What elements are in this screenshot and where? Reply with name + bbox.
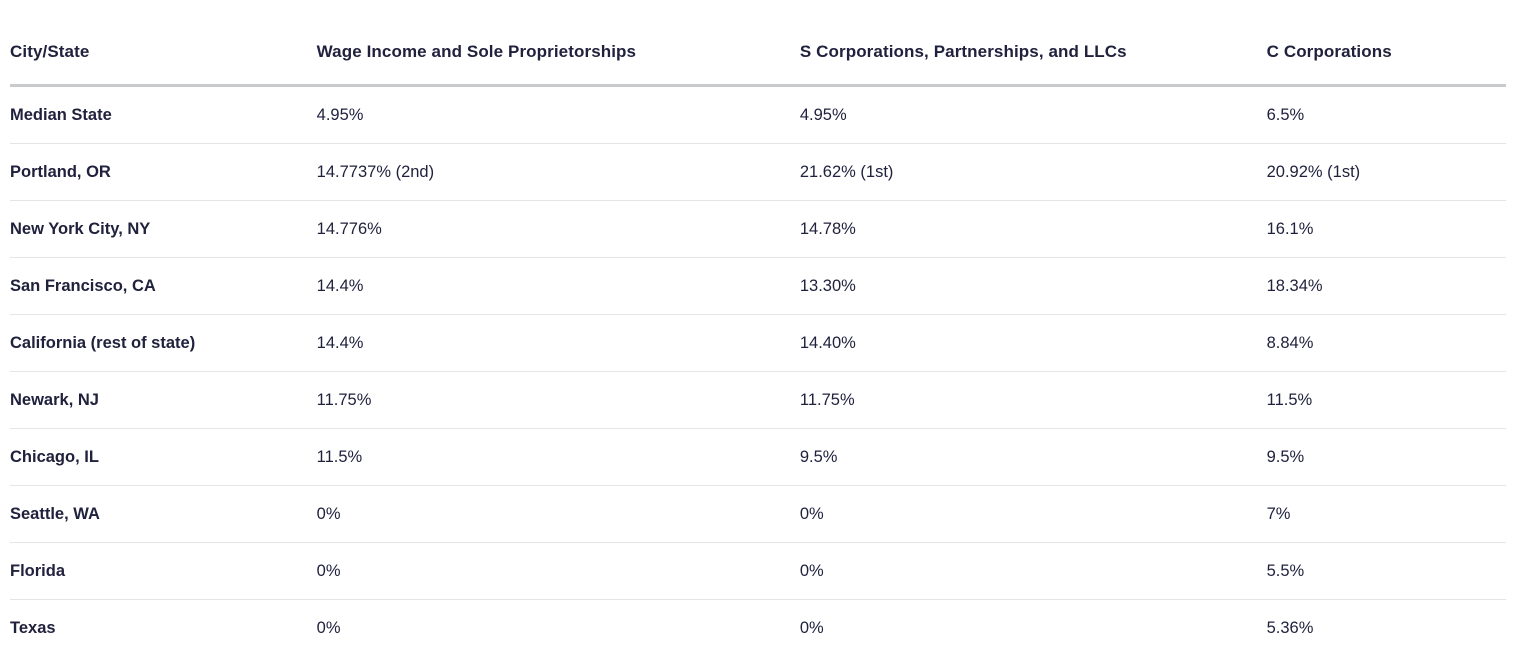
city-state-cell: Portland, OR (10, 143, 317, 201)
wage-income-rate-cell: 11.75% (316, 371, 800, 429)
wage-income-rate-cell: 14.4% (316, 257, 800, 315)
city-state-cell: San Francisco, CA (10, 257, 317, 315)
city-state-cell: Newark, NJ (10, 371, 317, 429)
c-corp-rate-cell: 7% (1266, 485, 1506, 543)
s-corp-rate-cell: 14.78% (799, 200, 1267, 258)
column-header-c-corporations: C Corporations (1266, 0, 1506, 87)
table-row: New York City, NY 14.776% 14.78% 16.1% (10, 200, 1506, 258)
city-state-cell: Texas (10, 619, 56, 637)
table-row: San Francisco, CA 14.4% 13.30% 18.34% (10, 257, 1506, 315)
c-corp-rate-cell: 20.92% (1st) (1266, 143, 1506, 201)
wage-income-rate-cell: 14.7737% (2nd) (316, 143, 800, 201)
wage-income-rate-cell: 4.95% (316, 85, 800, 144)
c-corp-rate-cell: 16.1% (1266, 200, 1506, 258)
s-corp-rate-cell: 9.5% (799, 428, 1267, 486)
city-state-cell: Median State (10, 85, 317, 144)
table-row: Median State 4.95% 4.95% 6.5% (10, 85, 1506, 144)
c-corp-rate-cell: 8.84% (1266, 314, 1506, 372)
wage-income-rate-cell: 0% (316, 542, 800, 600)
column-header-city-state: City/State (10, 0, 317, 87)
table-header: City/State Wage Income and Sole Propriet… (10, 0, 1506, 87)
wage-income-rate-cell: 0% (316, 619, 341, 637)
column-header-s-corporations: S Corporations, Partnerships, and LLCs (799, 0, 1267, 87)
table-row: Seattle, WA 0% 0% 7% (10, 485, 1506, 543)
table-row: Chicago, IL 11.5% 9.5% 9.5% (10, 428, 1506, 486)
table-header-row: City/State Wage Income and Sole Propriet… (10, 0, 1506, 87)
c-corp-rate-cell: 5.5% (1266, 542, 1506, 600)
tax-rate-table-container: City/State Wage Income and Sole Propriet… (10, 0, 1506, 656)
table-row: Newark, NJ 11.75% 11.75% 11.5% (10, 371, 1506, 429)
s-corp-rate-cell: 0% (799, 485, 1267, 543)
c-corp-rate-cell: 5.36% (1266, 619, 1314, 637)
city-state-cell: Florida (10, 542, 317, 600)
c-corp-rate-cell: 11.5% (1266, 371, 1506, 429)
tax-rate-comparison-table: City/State Wage Income and Sole Propriet… (10, 0, 1506, 656)
s-corp-rate-cell: 21.62% (1st) (799, 143, 1267, 201)
s-corp-rate-cell: 14.40% (799, 314, 1267, 372)
wage-income-rate-cell: 0% (316, 485, 800, 543)
c-corp-rate-cell: 18.34% (1266, 257, 1506, 315)
s-corp-rate-cell: 11.75% (799, 371, 1267, 429)
s-corp-rate-cell: 0% (799, 542, 1267, 600)
table-row: California (rest of state) 14.4% 14.40% 8.8… (10, 314, 1506, 372)
city-state-cell: New York City, NY (10, 200, 317, 258)
table-row: Portland, OR 14.7737% (2nd) 21.62% (1st) 20… (10, 143, 1506, 201)
table-body: Median State 4.95% 4.95% 6.5% Portland, OR 14… (10, 85, 1506, 657)
city-state-cell: Seattle, WA (10, 485, 317, 543)
s-corp-rate-cell: 0% (799, 619, 824, 637)
column-header-wage-income: Wage Income and Sole Proprietorships (316, 0, 800, 87)
table-row: Florida 0% 0% 5.5% (10, 542, 1506, 600)
c-corp-rate-cell: 9.5% (1266, 428, 1506, 486)
wage-income-rate-cell: 11.5% (316, 428, 800, 486)
wage-income-rate-cell: 14.4% (316, 314, 800, 372)
table-row: Texas 0% 0% 5.36% (10, 600, 1506, 657)
c-corp-rate-cell: 6.5% (1266, 85, 1506, 144)
city-state-cell: California (rest of state) (10, 314, 317, 372)
wage-income-rate-cell: 14.776% (316, 200, 800, 258)
s-corp-rate-cell: 13.30% (799, 257, 1267, 315)
city-state-cell: Chicago, IL (10, 428, 317, 486)
s-corp-rate-cell: 4.95% (799, 85, 1267, 144)
